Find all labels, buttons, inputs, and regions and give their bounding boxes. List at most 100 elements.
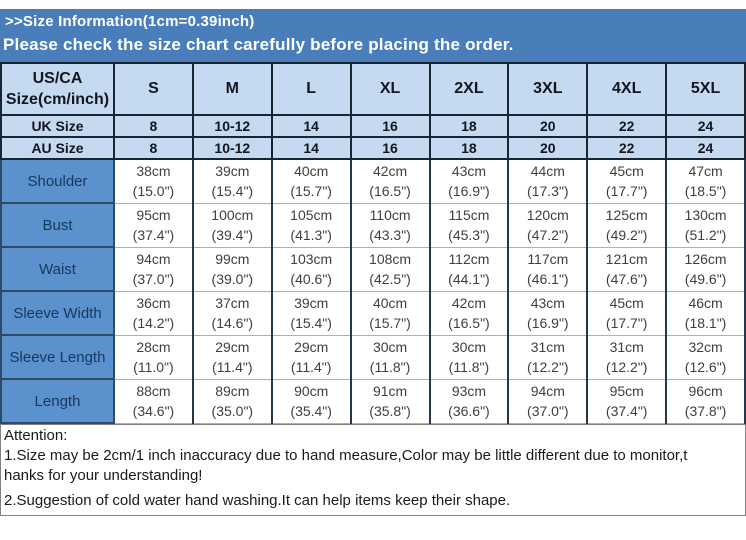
- row-label-sleeve-width: Sleeve Width: [0, 290, 115, 336]
- column-header-3xl: 3XL: [507, 62, 589, 116]
- measurement-cell: 28cm (11.0"): [113, 334, 194, 380]
- measurement-cell: 46cm (18.1"): [665, 290, 746, 336]
- column-header-l: L: [270, 62, 352, 116]
- row-label-length: Length: [0, 378, 115, 424]
- measurement-cell: 105cm (41.3"): [270, 202, 352, 248]
- measurement-cell: 36cm (14.2"): [113, 290, 194, 336]
- attention-note: Attention: 1.Size may be 2cm/1 inch inac…: [0, 424, 746, 516]
- uk-size-cell: 14: [270, 114, 352, 138]
- measurement-cell: 45cm (17.7"): [586, 158, 668, 204]
- measurement-cell: 110cm (43.3"): [349, 202, 431, 248]
- measurement-cell: 32cm (12.6"): [665, 334, 746, 380]
- measurement-cell: 96cm (37.8"): [665, 378, 746, 424]
- measurement-cell: 126cm (49.6"): [665, 246, 746, 292]
- uk-size-cell: 18: [428, 114, 510, 138]
- measurement-cell: 44cm (17.3"): [507, 158, 589, 204]
- measurement-cell: 95cm (37.4"): [586, 378, 668, 424]
- column-header-m: M: [191, 62, 273, 116]
- measurement-cell: 112cm (44.1"): [428, 246, 510, 292]
- measurement-cell: 37cm (14.6"): [191, 290, 273, 336]
- measurement-cell: 94cm (37.0"): [507, 378, 589, 424]
- row-label-bust: Bust: [0, 202, 115, 248]
- measurement-cell: 88cm (34.6"): [113, 378, 194, 424]
- measurement-cell: 40cm (15.7"): [270, 158, 352, 204]
- size-chart-table: US/CA Size(cm/inch) S M L XL 2XL 3XL 4XL…: [0, 62, 746, 424]
- measurement-cell: 93cm (36.6"): [428, 378, 510, 424]
- measurement-cell: 38cm (15.0"): [113, 158, 194, 204]
- column-header-xl: XL: [349, 62, 431, 116]
- measurement-cell: 115cm (45.3"): [428, 202, 510, 248]
- measurement-cell: 42cm (16.5"): [428, 290, 510, 336]
- uk-size-cell: 20: [507, 114, 589, 138]
- attention-line-2: hanks for your understanding!: [4, 467, 203, 484]
- attention-line-1: 1.Size may be 2cm/1 inch inaccuracy due …: [4, 447, 688, 464]
- measurement-cell: 43cm (16.9"): [507, 290, 589, 336]
- measurement-cell: 30cm (11.8"): [349, 334, 431, 380]
- measurement-cell: 95cm (37.4"): [113, 202, 194, 248]
- measurement-cell: 94cm (37.0"): [113, 246, 194, 292]
- measurement-cell: 40cm (15.7"): [349, 290, 431, 336]
- measure-row-bust: Bust 95cm (37.4") 100cm (39.4") 105cm (41.3…: [0, 202, 746, 248]
- size-info-title: >>Size Information(1cm=0.39inch): [5, 13, 255, 30]
- au-size-cell: 24: [665, 136, 746, 160]
- au-size-cell: 20: [507, 136, 589, 160]
- measure-row-shoulder: Shoulder 38cm (15.0") 39cm (15.4") 40cm (15…: [0, 158, 746, 204]
- column-header-4xl: 4XL: [586, 62, 668, 116]
- attention-title: Attention:: [4, 427, 68, 444]
- uk-size-cell: 10-12: [191, 114, 273, 138]
- measurement-cell: 39cm (15.4"): [191, 158, 273, 204]
- measurement-cell: 125cm (49.2"): [586, 202, 668, 248]
- measurement-cell: 42cm (16.5"): [349, 158, 431, 204]
- measurement-cell: 89cm (35.0"): [191, 378, 273, 424]
- au-size-cell: 10-12: [191, 136, 273, 160]
- measurement-cell: 31cm (12.2"): [507, 334, 589, 380]
- measurement-cell: 29cm (11.4"): [191, 334, 273, 380]
- au-size-cell: 8: [113, 136, 194, 160]
- row-label-sleeve-length: Sleeve Length: [0, 334, 115, 380]
- measurement-cell: 45cm (17.7"): [586, 290, 668, 336]
- row-label-shoulder: Shoulder: [0, 158, 115, 204]
- measurement-cell: 130cm (51.2"): [665, 202, 746, 248]
- measure-row-sleeve-length: Sleeve Length 28cm (11.0") 29cm (11.4") 29…: [0, 334, 746, 380]
- uk-size-cell: 22: [586, 114, 668, 138]
- au-size-cell: 18: [428, 136, 510, 160]
- measure-row-sleeve-width: Sleeve Width 36cm (14.2") 37cm (14.6") 39c…: [0, 290, 746, 336]
- size-chart-warning: Please check the size chart carefully be…: [3, 35, 514, 54]
- au-size-cell: 16: [349, 136, 431, 160]
- measurement-cell: 31cm (12.2"): [586, 334, 668, 380]
- uk-size-row: UK Size 8 10-12 14 16 18 20 22 24: [0, 114, 746, 138]
- measurement-cell: 108cm (42.5"): [349, 246, 431, 292]
- table-header-row: US/CA Size(cm/inch) S M L XL 2XL 3XL 4XL…: [0, 62, 746, 116]
- size-info-banner: >>Size Information(1cm=0.39inch) Please …: [0, 9, 746, 62]
- measurement-cell: 99cm (39.0"): [191, 246, 273, 292]
- attention-line-3: 2.Suggestion of cold water hand washing.…: [4, 492, 511, 509]
- measurement-cell: 47cm (18.5"): [665, 158, 746, 204]
- uk-size-cell: 8: [113, 114, 194, 138]
- measurement-cell: 121cm (47.6"): [586, 246, 668, 292]
- column-header-5xl: 5XL: [665, 62, 746, 116]
- measurement-cell: 43cm (16.9"): [428, 158, 510, 204]
- row-label-waist: Waist: [0, 246, 115, 292]
- row-label-au-size: AU Size: [0, 136, 115, 160]
- measurement-cell: 39cm (15.4"): [270, 290, 352, 336]
- column-header-us-ca: US/CA Size(cm/inch): [0, 62, 115, 116]
- corner-line2: Size(cm/inch): [5, 91, 110, 108]
- corner-line1: US/CA: [32, 70, 83, 87]
- measurement-cell: 100cm (39.4"): [191, 202, 273, 248]
- uk-size-cell: 16: [349, 114, 431, 138]
- au-size-row: AU Size 8 10-12 14 16 18 20 22 24: [0, 136, 746, 160]
- au-size-cell: 14: [270, 136, 352, 160]
- measurement-cell: 29cm (11.4"): [270, 334, 352, 380]
- uk-size-cell: 24: [665, 114, 746, 138]
- measurement-cell: 91cm (35.8"): [349, 378, 431, 424]
- measurement-cell: 30cm (11.8"): [428, 334, 510, 380]
- measure-row-waist: Waist 94cm (37.0") 99cm (39.0") 103cm (40.6…: [0, 246, 746, 292]
- measurement-cell: 120cm (47.2"): [507, 202, 589, 248]
- measure-row-length: Length 88cm (34.6") 89cm (35.0") 90cm (35.4…: [0, 378, 746, 424]
- column-header-s: S: [113, 62, 194, 116]
- measurement-cell: 117cm (46.1"): [507, 246, 589, 292]
- measurement-cell: 90cm (35.4"): [270, 378, 352, 424]
- measurement-cell: 103cm (40.6"): [270, 246, 352, 292]
- row-label-uk-size: UK Size: [0, 114, 115, 138]
- au-size-cell: 22: [586, 136, 668, 160]
